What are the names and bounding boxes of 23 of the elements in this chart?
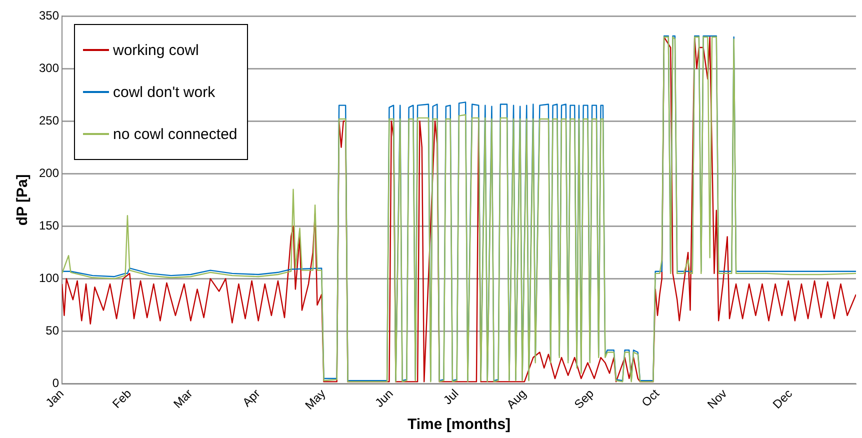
x-tick-label: Apr	[240, 386, 263, 410]
x-tick-label: Nov	[704, 386, 730, 412]
legend-label: working cowl	[113, 42, 199, 58]
x-tick-label: Jun	[372, 386, 396, 410]
x-tick-label: Sep	[572, 386, 597, 412]
x-tick-label: Jul	[440, 386, 462, 408]
x-tick-label: Oct	[638, 386, 662, 410]
x-tick-label: Aug	[504, 386, 529, 412]
y-tick-label: 150	[38, 218, 60, 232]
y-tick-label: 200	[38, 166, 60, 180]
y-tick-label: 350	[38, 8, 60, 22]
x-tick-label: Feb	[110, 386, 134, 411]
y-tick-label: 100	[38, 271, 60, 286]
x-tick-label: May	[302, 386, 328, 412]
y-axis-title: dP [Pa]	[14, 174, 32, 226]
x-axis-title: Time [months]	[407, 416, 511, 434]
y-tick-label: 300	[38, 60, 60, 75]
legend-label: no cowl connected	[113, 126, 238, 142]
legend-label: cowl don't work	[113, 84, 216, 100]
x-tick-label: Dec	[770, 386, 796, 412]
y-tick-label: 50	[46, 324, 60, 338]
x-tick-label: Mar	[170, 386, 196, 411]
y-tick-label: 250	[38, 113, 60, 128]
